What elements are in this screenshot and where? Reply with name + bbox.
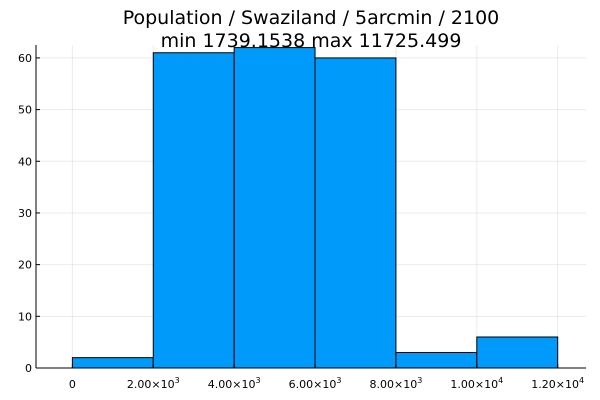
x-tick-base-4: 8.00×10 [370,378,418,391]
y-tick-labels: 0 10 20 30 40 50 60 [18,52,40,375]
histogram-bar-2 [233,47,316,369]
y-tick-label-2: 20 [18,259,32,272]
axes [35,45,586,369]
x-tick-base-1: 2.00×10 [127,378,175,391]
histogram-bar-5 [476,336,559,369]
y-tick-label-1: 10 [18,310,32,323]
x-tick-labels: 0 2.00×103 4.00×103 6.00×103 8.00×103 1.00×10… [69,364,584,391]
x-tick-exponent-2: 3 [255,376,260,385]
histogram-bar-3 [314,57,397,369]
histogram-bar-1 [152,52,235,369]
x-tick-label-3: 6.00×103 [289,376,342,391]
x-tick-base-0: 0 [69,378,76,391]
x-tick-label-2: 4.00×103 [208,376,261,391]
x-tick-exponent-6: 4 [579,376,584,385]
x-tick-exponent-1: 3 [175,376,180,385]
y-tick-label-4: 40 [18,155,32,168]
x-tick-base-2: 4.00×10 [208,378,256,391]
histogram-bar-0 [71,357,154,369]
chart-title-line-2: min 1739.1538 max 11725.499 [161,30,462,52]
x-tick-exponent-4: 3 [417,376,422,385]
histogram-bars [71,47,559,369]
x-tick-base-6: 1.20×10 [531,378,579,391]
y-tick-label-5: 50 [18,104,32,117]
x-tick-base-3: 6.00×10 [289,378,337,391]
x-tick-label-4: 8.00×103 [370,376,423,391]
y-tick-label-3: 30 [18,207,32,220]
x-tick-label-6: 1.20×104 [531,376,584,391]
x-tick-exponent-5: 4 [498,376,503,385]
x-tick-exponent-3: 3 [336,376,341,385]
y-tick-label-6: 60 [18,52,32,65]
x-tick-label-1: 2.00×103 [127,376,180,391]
histogram-bar-4 [395,351,478,369]
y-tick-label-0: 0 [25,362,32,375]
chart-title-line-1: Population / Swaziland / 5arcmin / 2100 [123,7,500,29]
x-tick-label-5: 1.00×104 [450,376,503,391]
x-tick-label-0: 0 [69,378,76,391]
x-tick-base-5: 1.00×10 [450,378,498,391]
